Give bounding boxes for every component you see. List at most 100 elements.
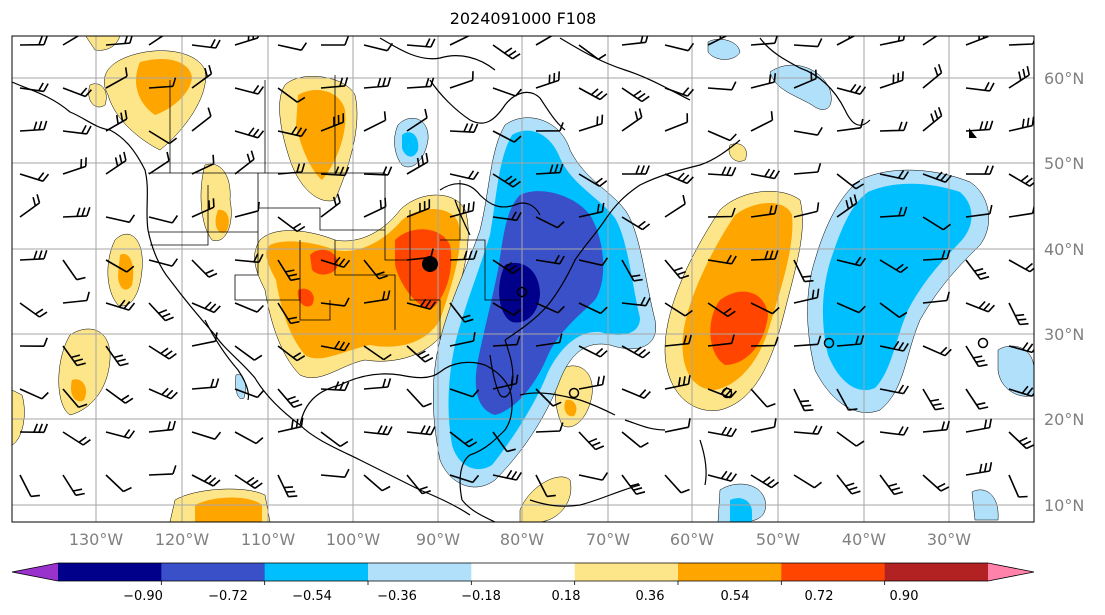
wind-barb (578, 431, 605, 451)
wind-barb (621, 474, 646, 495)
wind-barb (148, 77, 177, 89)
wind-barb (62, 36, 80, 46)
wind-barb (234, 150, 255, 175)
wind-barb (793, 202, 820, 218)
wind-barb (578, 345, 608, 358)
anomaly-region (402, 132, 419, 157)
wind-barb (535, 474, 556, 498)
wind-barb (363, 42, 394, 52)
wind-barb (793, 163, 822, 175)
wind-barb (320, 468, 350, 478)
colorbar-tick-labels: −0.90 −0.72 −0.54 −0.36 −0.18 0.18 0.36 … (123, 589, 918, 604)
lat-label: 40°N (1044, 240, 1084, 259)
wind-barb (105, 259, 135, 273)
wind-barb (664, 42, 695, 52)
wind-barb (449, 71, 474, 89)
wind-barb (62, 345, 86, 367)
wind-barb (449, 302, 474, 323)
wind-barb (750, 388, 776, 408)
wind-barb (836, 36, 856, 46)
lon-label: 100°W (326, 530, 381, 549)
lon-label: 30°W (927, 530, 971, 549)
wind-barb (19, 302, 48, 318)
wind-barb (578, 375, 605, 390)
wind-barb (922, 63, 943, 89)
wind-barb (191, 259, 218, 278)
wind-barb (363, 425, 393, 436)
colorbar-tick-label: −0.18 (461, 589, 501, 604)
wind-barb (621, 165, 650, 175)
anomaly-region (475, 191, 604, 415)
colorbar-tick-label: −0.36 (377, 589, 417, 604)
wind-barb (793, 69, 817, 89)
wind-barb (836, 302, 866, 314)
open-circle-marker (516, 286, 528, 298)
wind-barb (965, 204, 993, 218)
wind-barb (62, 207, 91, 218)
colorbar-segment (781, 563, 886, 581)
wind-barb (793, 425, 823, 435)
wind-barb (1008, 259, 1034, 273)
wind-barb (621, 36, 649, 46)
wind-barb (1008, 342, 1034, 354)
wind-barb (19, 120, 48, 132)
lon-label: 40°W (842, 530, 886, 549)
wind-barb (277, 87, 306, 103)
anomaly-region (296, 90, 346, 180)
wind-barb (148, 130, 178, 145)
wind-barb (492, 335, 521, 347)
wind-barb (535, 302, 565, 314)
wind-barb (922, 216, 951, 231)
wind-barb (578, 302, 608, 315)
anomaly-region (728, 143, 747, 162)
wind-barb (234, 302, 264, 313)
wind-barb (922, 171, 953, 183)
latitude-labels: 60°N 50°N 40°N 30°N 20°N 10°N (1044, 69, 1084, 515)
wind-barb (406, 425, 436, 436)
anomaly-region (88, 83, 107, 108)
wind-barb (449, 431, 478, 448)
wind-barb (191, 474, 221, 487)
wind-barb (922, 36, 938, 46)
wind-barb (320, 340, 350, 352)
colorbar-segment (161, 563, 266, 581)
wind-barb (535, 254, 565, 265)
wind-barb (234, 345, 263, 361)
wind-barb (148, 345, 177, 360)
wind-barb (621, 87, 650, 103)
colorbar-tick-label: 0.90 (890, 589, 919, 604)
wind-barb (750, 302, 780, 315)
colorbar-extend-high (988, 563, 1034, 581)
wind-barb (191, 332, 218, 347)
wind-barb (664, 259, 690, 280)
wind-barb (277, 345, 306, 362)
wind-barb (406, 345, 434, 363)
wind-barbs (19, 36, 1034, 498)
open-circle-marker (721, 387, 733, 399)
lat-label: 20°N (1044, 410, 1084, 429)
wind-barb (492, 302, 522, 316)
wind-barb (793, 126, 823, 136)
open-circle-marker (823, 337, 835, 349)
wind-barb (62, 474, 85, 497)
wind-barb (922, 474, 950, 492)
wind-barb (707, 470, 738, 482)
wind-barb (492, 431, 516, 453)
wind-barb (19, 82, 49, 93)
wind-barb (836, 83, 867, 95)
wind-barb (148, 215, 179, 224)
lon-label: 70°W (586, 530, 630, 549)
anomaly-region (195, 497, 262, 522)
anomaly-region (310, 249, 338, 275)
wind-barb (750, 36, 778, 46)
wind-barb (363, 290, 391, 304)
wind-barb (191, 64, 213, 89)
wind-barb (148, 258, 179, 267)
wind-barb (19, 172, 50, 182)
wind-barb (836, 194, 858, 218)
wind-barb (19, 474, 40, 498)
wind-barb (707, 254, 737, 265)
wind-barb (965, 300, 995, 313)
wind-barb (148, 36, 164, 46)
wind-barb (148, 151, 170, 175)
